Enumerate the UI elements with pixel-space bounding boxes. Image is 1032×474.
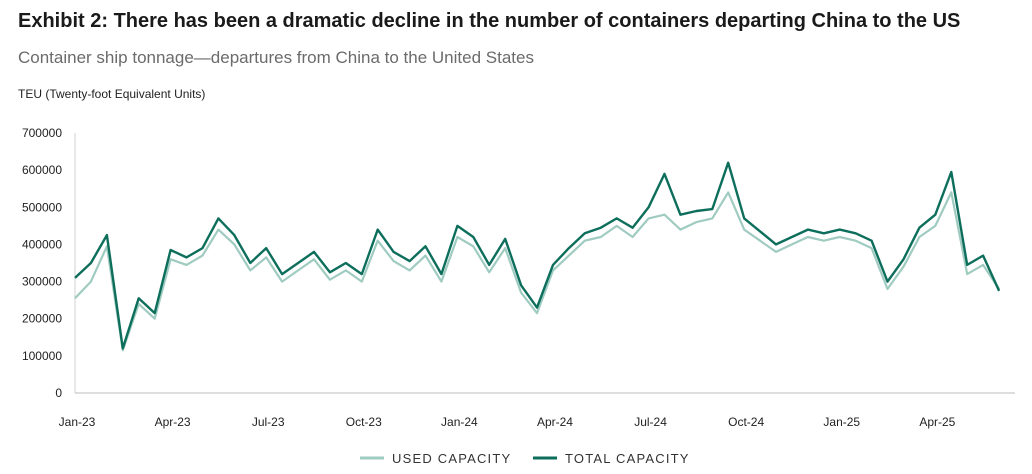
y-tick-label: 400000 — [22, 237, 62, 251]
y-tick-label: 500000 — [22, 200, 62, 214]
chart-subtitle: Container ship tonnage—departures from C… — [18, 48, 534, 67]
x-axis-ticks: Jan-23 Apr-23 Jul-23 Oct-23 Jan-24 Apr-24 Jul-… — [59, 415, 956, 429]
y-axis-label: TEU (Twenty-foot Equivalent Units) — [18, 87, 206, 101]
x-tick-label: Jan-23 — [59, 415, 96, 429]
x-tick-label: Jul-24 — [634, 415, 667, 429]
x-tick-label: Apr-25 — [919, 415, 955, 429]
legend: USED CAPACITY TOTAL CAPACITY — [360, 451, 690, 466]
y-axis-ticks: 700000 600000 500000 400000 300000 200000 1000… — [22, 126, 62, 400]
legend-label: TOTAL CAPACITY — [565, 451, 690, 466]
y-tick-label: 700000 — [22, 126, 62, 140]
y-tick-label: 300000 — [22, 275, 62, 289]
x-tick-label: Oct-23 — [346, 415, 382, 429]
series-line-used-capacity — [74, 191, 1001, 352]
x-tick-label: Apr-24 — [537, 415, 573, 429]
y-tick-label: 600000 — [22, 163, 62, 177]
series-group — [74, 161, 1001, 352]
x-tick-label: Apr-23 — [155, 415, 191, 429]
x-tick-label: Jan-24 — [441, 415, 478, 429]
x-tick-label: Jan-25 — [823, 415, 860, 429]
x-tick-label: Oct-24 — [728, 415, 764, 429]
y-tick-label: 200000 — [22, 312, 62, 326]
x-tick-label: Jul-23 — [252, 415, 285, 429]
y-tick-label: 100000 — [22, 349, 62, 363]
chart-title: Exhibit 2: There has been a dramatic dec… — [18, 10, 961, 32]
series-line-total-capacity — [74, 161, 1001, 350]
y-tick-label: 0 — [55, 386, 62, 400]
legend-label: USED CAPACITY — [392, 451, 511, 466]
